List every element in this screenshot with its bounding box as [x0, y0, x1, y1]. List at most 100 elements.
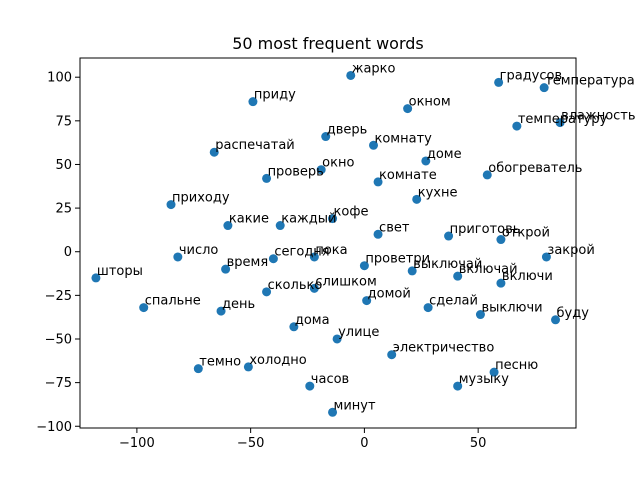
data-point: [482, 170, 492, 180]
data-point: [248, 97, 258, 107]
point-label: сколько: [268, 278, 323, 293]
data-points: [91, 70, 565, 417]
data-point: [268, 254, 278, 264]
data-point: [373, 177, 383, 187]
point-label: жарко: [352, 61, 396, 76]
point-label: влажность: [561, 109, 635, 124]
y-tick-label: 100: [47, 71, 72, 86]
point-label: приду: [254, 88, 296, 103]
data-point: [512, 121, 522, 131]
point-label: выключай: [413, 257, 482, 272]
data-point: [423, 303, 433, 313]
point-label: доме: [427, 147, 462, 162]
point-label: включи: [502, 269, 553, 284]
point-label: обогреватель: [488, 161, 582, 176]
point-label: распечатай: [215, 138, 295, 153]
data-point: [193, 364, 203, 374]
x-tick-label: 0: [360, 436, 368, 451]
data-point: [387, 350, 397, 360]
point-label: пока: [315, 243, 347, 258]
point-label: комнату: [375, 131, 433, 146]
data-point: [444, 231, 454, 241]
data-point: [453, 271, 463, 281]
point-label: песню: [495, 358, 538, 373]
point-label: темно: [199, 355, 241, 370]
data-point: [328, 407, 338, 417]
data-point: [328, 214, 338, 224]
data-point: [346, 70, 356, 80]
point-label: кофе: [334, 205, 369, 220]
data-point: [139, 303, 149, 313]
point-label: день: [222, 297, 255, 312]
data-point: [262, 287, 272, 297]
point-label: проветри: [365, 252, 430, 267]
data-point: [555, 118, 565, 128]
data-point: [421, 156, 431, 166]
y-tick-label: 0: [64, 245, 72, 260]
point-label: окно: [322, 156, 354, 171]
data-point: [309, 252, 319, 262]
plot-frame: [79, 57, 577, 429]
data-point: [221, 264, 231, 274]
point-label: градусов: [500, 68, 563, 83]
y-axis: −100 −75 −50 −25 0 25 50 75 100: [36, 71, 80, 435]
point-label: холодно: [249, 353, 306, 368]
data-point: [91, 273, 101, 283]
data-point: [496, 278, 506, 288]
data-point: [309, 283, 319, 293]
data-point: [173, 252, 183, 262]
point-label: улице: [338, 325, 379, 340]
point-label: приготовь: [450, 222, 521, 237]
point-label: окном: [409, 95, 451, 110]
point-label: домой: [368, 287, 411, 302]
point-label: проверь: [268, 164, 324, 179]
point-label: дома: [295, 313, 330, 328]
point-label: кухне: [418, 185, 458, 200]
x-tick-label: −50: [237, 436, 264, 451]
point-label: включай: [459, 262, 518, 277]
point-label: буду: [557, 306, 590, 321]
data-point: [489, 367, 499, 377]
data-point: [316, 165, 326, 175]
x-tick-label: 50: [470, 436, 487, 451]
data-point: [475, 310, 485, 320]
point-label: электричество: [393, 341, 495, 356]
data-point: [305, 381, 315, 391]
point-label: минут: [334, 398, 376, 413]
data-point: [539, 83, 549, 93]
data-point: [166, 200, 176, 210]
y-tick-label: −50: [45, 332, 72, 347]
data-point: [373, 229, 383, 239]
y-tick-label: 75: [55, 114, 72, 129]
point-label: спальне: [145, 294, 201, 309]
data-point: [332, 334, 342, 344]
point-label: открой: [502, 226, 550, 241]
data-point: [359, 261, 369, 271]
point-label: выключи: [481, 301, 542, 316]
point-label: температуру: [518, 112, 608, 127]
y-tick-label: 25: [55, 202, 72, 217]
point-label: температура: [545, 74, 635, 89]
data-point: [496, 235, 506, 245]
point-label: каждый: [281, 212, 336, 227]
x-tick-label: −100: [119, 436, 155, 451]
x-axis: −100 −50 0 50: [119, 428, 486, 451]
data-point: [209, 147, 219, 157]
data-point: [262, 173, 272, 183]
point-label: сделай: [429, 294, 478, 309]
data-point: [551, 315, 561, 325]
data-point: [369, 140, 379, 150]
data-point: [407, 266, 417, 276]
point-label: какие: [229, 212, 269, 227]
data-point: [243, 362, 253, 372]
point-label: число: [179, 243, 219, 258]
data-point: [453, 381, 463, 391]
point-label: комнате: [379, 168, 437, 183]
point-label: дверь: [327, 123, 368, 138]
y-tick-label: −100: [36, 420, 72, 435]
y-tick-label: −75: [45, 376, 72, 391]
data-point: [362, 296, 372, 306]
y-tick-label: −25: [45, 289, 72, 304]
